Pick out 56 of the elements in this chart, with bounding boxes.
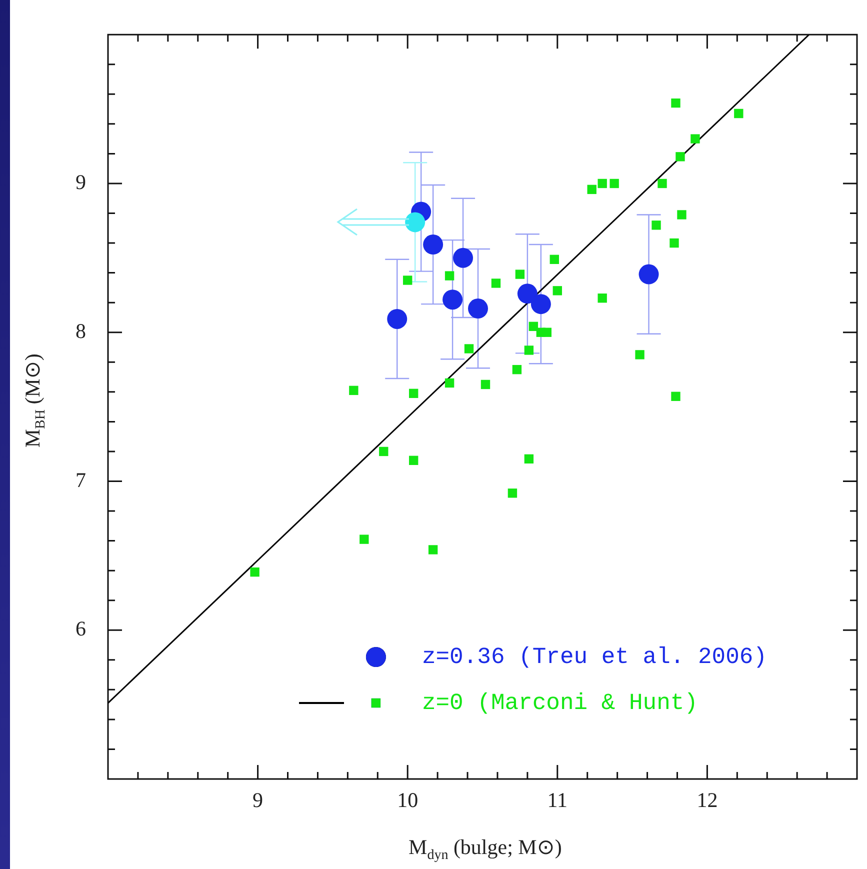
point — [387, 308, 408, 329]
x-tick-label: 11 — [547, 788, 568, 812]
point — [528, 322, 538, 331]
point — [677, 210, 686, 220]
point — [491, 278, 501, 288]
point — [635, 350, 644, 360]
point — [550, 254, 559, 264]
x-tick-label: 10 — [397, 788, 418, 812]
point — [508, 488, 518, 498]
x-axis-title: M$_{dyn}$ (bulge; M⊙) — [408, 835, 562, 864]
point — [379, 446, 388, 456]
point — [480, 380, 490, 390]
point — [444, 378, 454, 388]
point — [423, 234, 444, 255]
point — [403, 276, 412, 285]
point — [405, 212, 426, 232]
y-tick-label: 8 — [76, 318, 86, 343]
point — [524, 346, 534, 355]
x-tick-label: 12 — [696, 788, 718, 812]
point — [442, 290, 463, 310]
point — [524, 454, 534, 464]
point — [360, 534, 369, 544]
point — [676, 152, 685, 162]
y-tick-label: 7 — [76, 468, 86, 492]
point — [408, 456, 418, 465]
point — [468, 298, 488, 319]
point — [530, 294, 551, 314]
point — [652, 220, 661, 230]
point — [517, 284, 538, 304]
point — [658, 178, 667, 188]
legend-label: z=0.36 (Treu et al. 2006) — [422, 644, 768, 670]
point — [552, 286, 562, 296]
point — [587, 184, 596, 194]
point — [638, 264, 659, 284]
point — [453, 248, 474, 268]
point — [250, 567, 260, 577]
point — [428, 545, 438, 554]
legend-label: z=0 (Marconi & Hunt) — [422, 690, 698, 716]
point — [734, 108, 744, 118]
point — [542, 328, 552, 337]
point — [690, 134, 700, 144]
point — [598, 294, 607, 303]
point — [408, 388, 418, 398]
point — [610, 178, 619, 188]
y-tick-label: 6 — [76, 616, 86, 641]
point — [598, 178, 607, 188]
point — [515, 270, 525, 279]
point — [349, 386, 358, 396]
point — [464, 344, 474, 354]
point — [671, 98, 680, 108]
point — [512, 364, 522, 374]
point — [444, 271, 454, 280]
point — [671, 392, 680, 401]
point — [670, 238, 679, 248]
y-tick-label: 9 — [76, 170, 86, 194]
x-tick-label: 9 — [252, 788, 264, 812]
